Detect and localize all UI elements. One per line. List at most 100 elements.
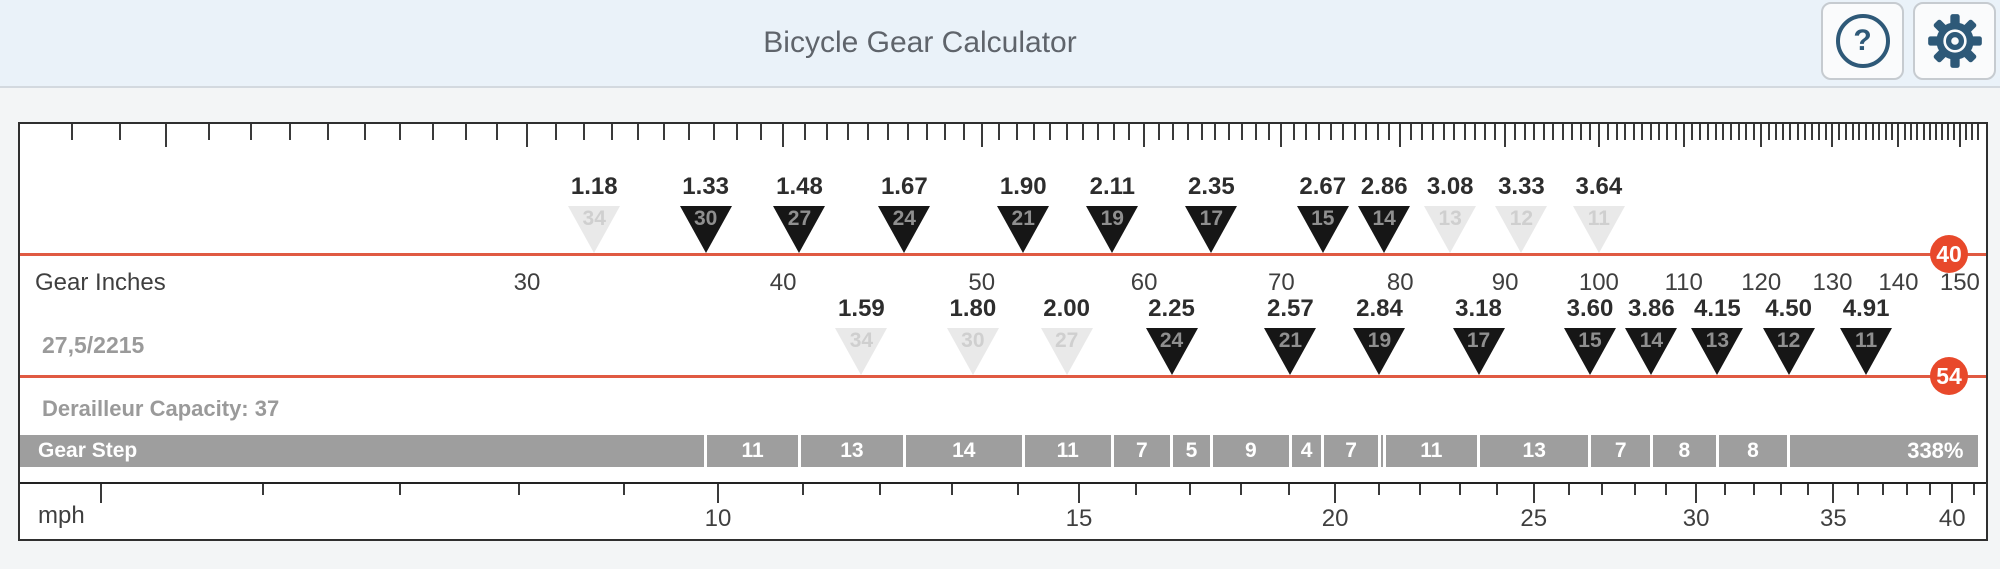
- gear-ruler-tick: [1810, 124, 1813, 140]
- gear-marker-triangle: [773, 206, 826, 253]
- gear-marker-ratio: 2.57: [1267, 295, 1314, 322]
- gear-marker-ratio: 3.86: [1628, 295, 1675, 322]
- gear-step-segment-label: 7: [1614, 439, 1627, 462]
- gear-marker-cog: 27: [787, 207, 812, 230]
- gear-marker-ratio: 3.33: [1498, 173, 1545, 200]
- gear-ruler-tick: [1964, 124, 1967, 140]
- gear-ruler-tick: [1561, 124, 1564, 140]
- gear-ruler-tick: [71, 124, 74, 140]
- gear-ruler-tick: [1376, 124, 1379, 140]
- mph-ruler-tick: [1752, 484, 1755, 495]
- mph-ruler-tick: [1633, 484, 1636, 495]
- gear-marker-ratio: 1.33: [682, 173, 730, 200]
- gear-ruler-tick: [1542, 124, 1545, 140]
- gear-ruler-tick: [1831, 124, 1834, 147]
- gear-step-divider: [1588, 435, 1592, 467]
- gear-marker-cog: 11: [1854, 329, 1878, 352]
- gear-ruler-tick: [1958, 124, 1961, 147]
- gear-marker-ratio: 4.50: [1765, 295, 1812, 322]
- gear-ruler-tick-label: 140: [1878, 269, 1919, 296]
- gear-marker-ratio: 1.67: [880, 173, 928, 200]
- gear-marker-triangle: [946, 328, 999, 375]
- gear-marker-cog: 15: [1311, 207, 1335, 230]
- gear-marker-cog: 13: [1705, 329, 1730, 352]
- chainring-line-54: [20, 375, 1986, 378]
- gear-ruler-tick: [1032, 124, 1035, 140]
- gear-ruler-tick: [736, 124, 739, 140]
- gear-ruler-tick: [866, 124, 869, 140]
- gear-ruler-tick: [1903, 124, 1906, 140]
- gear-ruler-tick: [1305, 124, 1308, 140]
- gear-marker-ratio: 1.80: [949, 295, 997, 322]
- derailleur-capacity-label: Derailleur Capacity: 37: [42, 396, 280, 421]
- gear-ruler-tick: [1928, 124, 1931, 140]
- mph-ruler-tick: [1601, 484, 1604, 495]
- gear-ruler-tick: [1214, 124, 1217, 140]
- gear-ruler-tick: [1388, 124, 1391, 140]
- gear-ruler-tick-label: 130: [1812, 269, 1853, 296]
- gear-ruler-tick: [1399, 124, 1402, 147]
- gear-marker-triangle: [679, 206, 732, 253]
- gear-marker-ratio: 2.35: [1187, 173, 1235, 200]
- gear-ruler-tick: [1329, 124, 1332, 140]
- gear-ruler-tick: [1172, 124, 1175, 140]
- gear-ruler-tick: [610, 124, 613, 140]
- gear-marker-triangle: [1691, 328, 1744, 375]
- gear-marker-cog: 12: [1509, 207, 1534, 230]
- settings-button[interactable]: [1913, 2, 1996, 80]
- gear-ruler-tick: [637, 124, 640, 140]
- gear-marker-ratio: 2.86: [1360, 173, 1408, 200]
- gear-step-divider: [902, 435, 906, 467]
- mph-ruler-tick: [1928, 484, 1931, 495]
- gear-marker-triangle: [1358, 206, 1411, 253]
- gear-ruler-tick: [1353, 124, 1356, 140]
- gear-ruler-tick: [1606, 124, 1609, 140]
- gear-step-segment-label: 9: [1244, 439, 1257, 462]
- gear-ruler-tick: [804, 124, 807, 140]
- gear-ruler-tick: [1533, 124, 1536, 140]
- gear-marker-triangle: [1840, 328, 1893, 375]
- gear-marker-ratio: 1.59: [838, 295, 885, 322]
- gear-ruler-tick: [1722, 124, 1725, 140]
- mph-ruler-tick: [399, 484, 402, 495]
- mph-ruler-tick: [1857, 484, 1860, 495]
- gear-ruler-tick: [1442, 124, 1445, 140]
- gear-step-segment-label: 13: [1522, 439, 1546, 462]
- gear-ruler-tick: [759, 124, 762, 140]
- mph-ruler-tick: [1664, 484, 1667, 495]
- gear-ruler-tick: [1970, 124, 1973, 140]
- gear-ruler-tick: [1658, 124, 1661, 140]
- gear-ruler-tick: [944, 124, 947, 140]
- gear-ruler-tick: [1341, 124, 1344, 140]
- gear-step-segment-label: 11: [1420, 439, 1443, 462]
- mph-ruler-tick: [1496, 484, 1499, 495]
- gear-ruler-tick: [1884, 124, 1887, 140]
- help-button[interactable]: ?: [1821, 2, 1904, 80]
- gear-ruler-tick: [1952, 124, 1955, 140]
- gear-icon: [1927, 14, 1982, 68]
- gear-ruler-tick: [846, 124, 849, 140]
- gear-marker-triangle: [997, 206, 1050, 253]
- gear-ruler-tick: [1186, 124, 1189, 140]
- gear-step-divider: [1288, 435, 1292, 467]
- mph-ruler-tick: [1567, 484, 1570, 495]
- gear-ruler-tick: [1624, 124, 1627, 140]
- gear-marker-ratio: 4.15: [1693, 295, 1741, 322]
- mph-ruler-tick: [801, 484, 804, 495]
- gear-ruler-tick: [1484, 124, 1487, 140]
- mph-ruler-tick-label: 10: [704, 505, 732, 532]
- gear-ruler-tick: [1774, 124, 1777, 140]
- gear-marker-cog: 27: [1054, 329, 1079, 352]
- gear-marker-triangle: [1563, 328, 1616, 375]
- gear-marker-cog: 21: [1278, 329, 1303, 352]
- mph-ruler-tick-label: 15: [1065, 505, 1093, 532]
- gear-marker-triangle: [1264, 328, 1317, 375]
- gear-marker-cog: 14: [1639, 329, 1664, 352]
- gear-marker-cog: 14: [1372, 207, 1396, 230]
- gear-marker-ratio: 1.90: [999, 173, 1047, 200]
- gear-ruler-tick: [1504, 124, 1507, 147]
- gear-marker-ratio: 2.84: [1356, 295, 1403, 322]
- gear-ruler-tick: [1200, 124, 1203, 140]
- mph-ruler-tick-label: 30: [1682, 505, 1710, 532]
- gear-step-segment-label: 14: [952, 439, 976, 462]
